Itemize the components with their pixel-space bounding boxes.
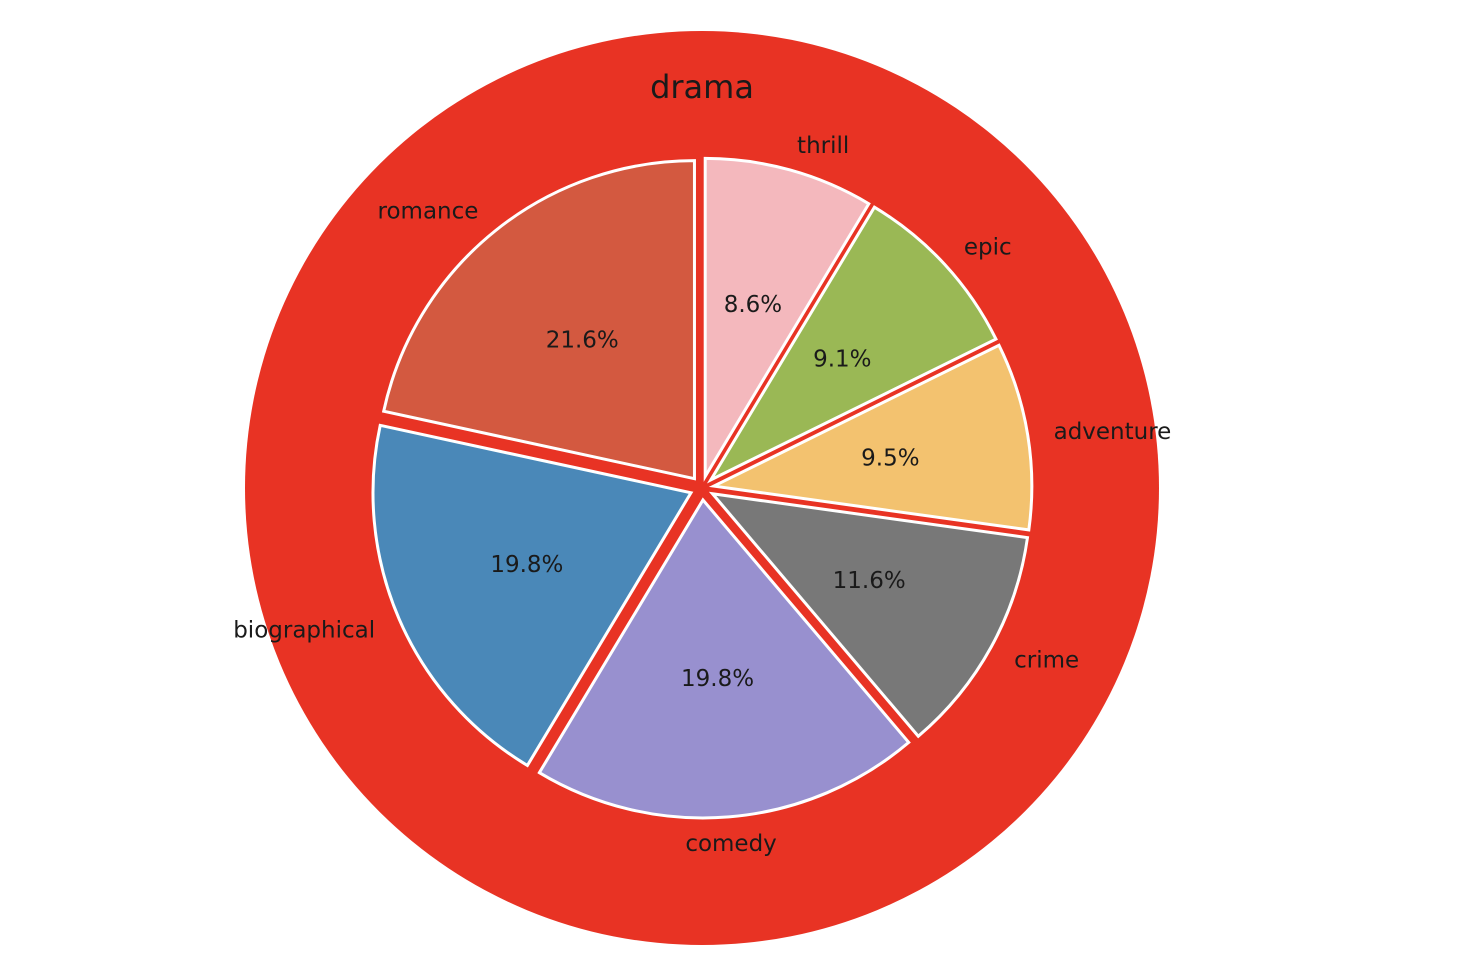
slice-label-biographical: biographical: [233, 617, 375, 643]
inner-slices: [371, 156, 1034, 820]
slice-comedy: [537, 497, 911, 820]
outer-label-drama: drama: [650, 68, 754, 106]
slice-adventure: [708, 343, 1034, 532]
slice-thrill: [703, 156, 871, 482]
pct-label-thrill: 8.6%: [724, 292, 782, 318]
pct-label-crime: 11.6%: [833, 568, 906, 594]
slice-label-adventure: adventure: [1054, 419, 1172, 445]
slice-label-romance: romance: [378, 199, 479, 225]
slice-label-comedy: comedy: [685, 831, 776, 857]
slice-label-epic: epic: [964, 235, 1012, 261]
pct-label-epic: 9.1%: [813, 347, 871, 373]
slice-label-thrill: thrill: [797, 133, 849, 159]
inner-labels: 8.6% thrill 9.1% epic 9.5% adventure 11.6% crim…: [233, 133, 1171, 857]
slice-biographical: [371, 423, 694, 768]
slice-label-crime: crime: [1014, 648, 1079, 674]
slice-crime: [708, 491, 1030, 739]
slice-romance: [381, 159, 696, 481]
pct-label-comedy: 19.8%: [681, 666, 754, 692]
pct-label-adventure: 9.5%: [861, 446, 919, 472]
slice-epic: [706, 205, 998, 484]
pct-label-biographical: 19.8%: [490, 552, 563, 578]
pct-label-romance: 21.6%: [546, 327, 619, 353]
